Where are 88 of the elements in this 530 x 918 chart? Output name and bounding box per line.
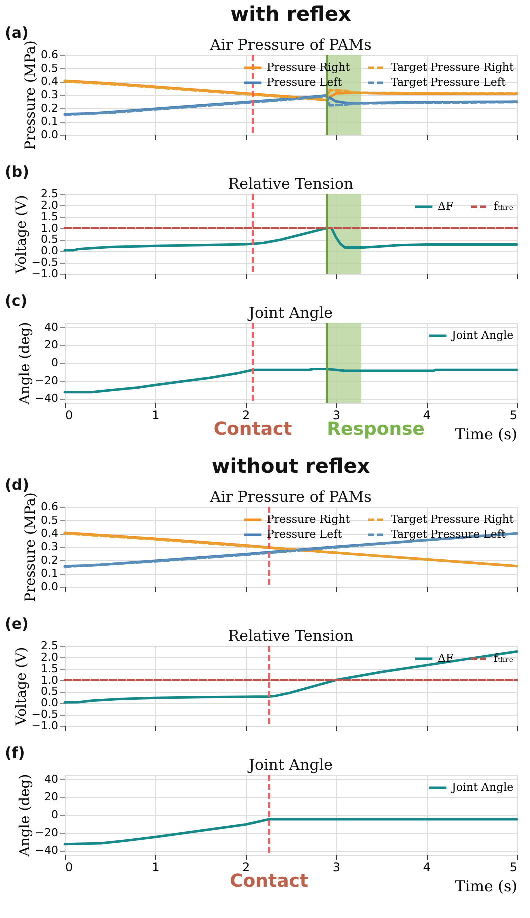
x-tick-label: 5 [510,408,518,422]
y-tick-label: 0.6 [41,500,58,514]
y-tick-label: −20 [35,826,58,840]
y-tick-label: 0.0 [41,580,58,594]
y-tick-label: 20 [44,338,58,352]
legend-label: Target Pressure Left [391,76,506,89]
y-axis-title: Angle (deg) [17,322,34,406]
x-tick-label: 1 [152,408,160,422]
x-tick-label: 1 [152,860,160,874]
y-tick-label: 0.0 [41,244,58,258]
text: (a) [5,24,29,42]
y-tick-label: 1.0 [41,222,58,235]
y-tick-label: 40 [44,772,58,786]
y-tick-label: 0.4 [41,75,58,88]
y-tick-label: 0.0 [41,128,58,142]
y-tick-label: 0.1 [41,115,58,128]
x-tick-label: 4 [423,860,431,874]
x-axis-title: Time (s) [455,878,518,896]
y-axis-title: Pressure (MPa) [23,492,40,602]
legend-label: Joint Angle [451,329,514,342]
y-tick-label: 0.5 [41,233,58,246]
y-tick-label: 1.0 [41,674,58,687]
y-tick-label: 0.0 [41,696,58,710]
chart-title: Joint Angle [246,756,334,774]
legend-label: fₜₕᵣₑ [494,652,514,665]
legend-label: ΔF [438,652,454,665]
x-tick-label: 4 [423,408,431,422]
text: (c) [5,292,28,310]
x-tick-label: 3 [332,860,341,874]
legend-label: Target Pressure Right [391,513,514,526]
text: without reflex [212,454,370,478]
y-tick-label: 0.5 [41,514,58,527]
text: with reflex [230,2,352,26]
y-tick-label: 2.0 [41,198,58,212]
chart-title: Joint Angle [246,304,334,322]
text: (b) [5,163,30,181]
y-tick-label: 0 [52,808,58,822]
y-tick-label: −40 [35,392,58,406]
x-tick-label: 0 [66,408,74,422]
legend-label: Joint Angle [451,781,514,794]
y-tick-label: 0.4 [41,527,58,540]
legend-label: ΔF [438,200,454,213]
y-tick-label: −1.0 [32,268,58,280]
line-series [64,368,518,394]
y-axis-title: Voltage (V) [14,195,30,275]
y-tick-label: 0.1 [41,567,58,580]
legend-label: fₜₕᵣₑ [494,200,514,213]
y-tick-label: 20 [44,790,58,804]
text: (f) [5,744,26,762]
y-tick-label: 40 [44,320,58,334]
y-tick-label: 1.5 [41,210,58,224]
y-tick-label: −0.5 [32,708,58,722]
y-tick-label: 0.2 [41,102,58,115]
y-tick-label: 2.5 [41,640,58,652]
chart-title: Air Pressure of PAMs [209,36,372,54]
line-series [64,650,518,704]
y-tick-label: 0.6 [41,48,58,62]
y-tick-label: 1.5 [41,662,58,676]
text: (d) [5,476,30,494]
text: (e) [5,615,29,633]
line-series [64,227,518,252]
y-tick-label: 0 [52,356,58,370]
legend-label: Target Pressure Right [391,61,514,74]
y-tick-label: −1.0 [32,720,58,732]
y-tick-label: 0.3 [41,540,58,554]
y-tick-label: 0.5 [41,62,58,75]
chart-title: Relative Tension [228,175,354,193]
y-tick-label: −40 [35,844,58,858]
y-tick-label: 2.5 [41,188,58,200]
y-tick-label: 0.3 [41,88,58,102]
line-series [64,818,518,846]
y-axis-title: Voltage (V) [14,647,30,727]
x-tick-label: 5 [510,860,518,874]
legend-label: Pressure Left [267,76,343,89]
y-axis-title: Pressure (MPa) [23,40,40,150]
x-tick-label: 0 [66,860,74,874]
chart-title: Relative Tension [228,627,354,645]
y-tick-label: −0.5 [32,256,58,270]
y-tick-label: 2.0 [41,650,58,664]
legend-label: Target Pressure Left [391,528,506,541]
y-tick-label: 0.2 [41,554,58,567]
y-tick-label: 0.5 [41,685,58,698]
y-tick-label: −20 [35,374,58,388]
legend-label: Pressure Right [267,61,351,74]
chart-title: Air Pressure of PAMs [209,488,372,506]
x-axis-title: Time (s) [455,426,518,444]
y-axis-title: Angle (deg) [17,774,34,858]
legend-label: Pressure Left [267,528,343,541]
